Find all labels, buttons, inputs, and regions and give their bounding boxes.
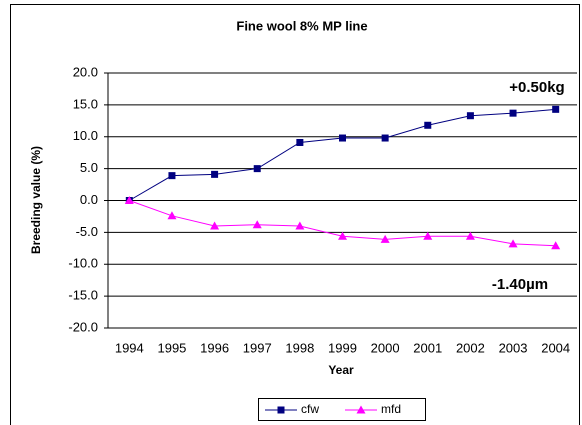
y-axis-label: Breeding value (%) xyxy=(29,146,43,254)
series-line xyxy=(129,108,556,201)
marker xyxy=(295,221,305,230)
marker xyxy=(339,134,346,142)
marker xyxy=(509,109,517,117)
y-tick-label: -15.0 xyxy=(68,288,98,303)
marker xyxy=(508,239,518,248)
marker xyxy=(552,105,560,113)
marker xyxy=(356,405,366,414)
y-tick-label: 5.0 xyxy=(80,160,98,175)
y-tick-label: 10.0 xyxy=(73,128,98,143)
annotation: +0.50kg xyxy=(509,79,564,96)
y-tick-label: -20.0 xyxy=(68,319,98,334)
marker xyxy=(168,172,176,180)
legend-label: mfd xyxy=(381,402,401,416)
y-tick-label: 15.0 xyxy=(73,96,98,111)
marker xyxy=(211,170,219,178)
marker xyxy=(210,221,220,230)
y-tick-label: 20.0 xyxy=(73,64,98,79)
marker xyxy=(380,234,390,243)
x-tick-label: 2004 xyxy=(541,340,570,355)
marker xyxy=(423,231,433,240)
y-tick-label: 0.0 xyxy=(80,192,98,207)
marker xyxy=(252,220,262,229)
marker xyxy=(338,231,347,240)
marker xyxy=(167,211,177,220)
marker xyxy=(381,134,389,142)
marker xyxy=(465,231,475,240)
marker xyxy=(124,196,134,204)
legend-box xyxy=(258,398,426,421)
y-tick-label: -10.0 xyxy=(68,256,98,271)
x-tick-label: 2003 xyxy=(499,340,528,355)
annotation: -1.40µm xyxy=(492,276,548,293)
chart-frame xyxy=(10,4,580,425)
legend-label: cfw xyxy=(301,402,319,416)
x-tick-label: 2001 xyxy=(413,340,442,355)
x-tick-label: 1998 xyxy=(285,340,314,355)
x-tick-label: 1997 xyxy=(243,340,272,355)
x-tick-label: 1996 xyxy=(200,340,229,355)
marker xyxy=(296,138,304,146)
marker xyxy=(277,406,285,414)
x-tick-label: 2002 xyxy=(456,340,485,355)
x-tick-label: 2000 xyxy=(371,340,400,355)
chart-title: Fine wool 8% MP line xyxy=(236,18,367,33)
x-tick-label: 1999 xyxy=(328,340,357,355)
marker xyxy=(424,121,432,129)
x-axis-label: Year xyxy=(328,363,354,377)
marker xyxy=(466,112,474,120)
x-tick-label: 1994 xyxy=(115,340,144,355)
x-tick-label: 1995 xyxy=(157,340,186,355)
y-tick-label: -5.0 xyxy=(76,224,98,239)
marker xyxy=(551,241,561,250)
marker xyxy=(253,165,261,173)
